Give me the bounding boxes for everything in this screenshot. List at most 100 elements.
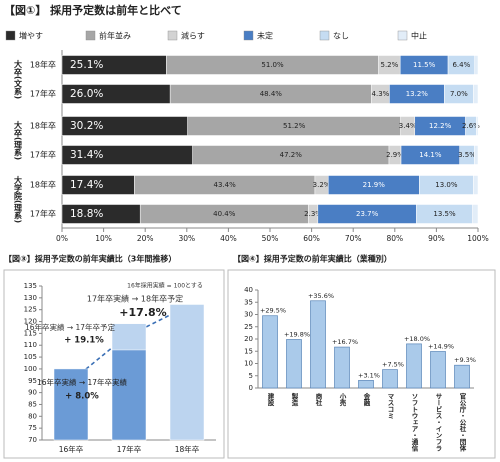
value-label: 2.9% — [386, 151, 404, 159]
bar — [358, 380, 374, 389]
y-tick-label: 0 — [249, 384, 253, 392]
panel-frame — [3, 269, 225, 459]
legend-label: なし — [333, 32, 349, 41]
y-tick-label: 125 — [24, 306, 37, 314]
legend-label: 中止 — [411, 31, 427, 41]
x-tick-label: 17年卒 — [117, 444, 142, 454]
group-label: 大卒(理系) — [14, 120, 23, 160]
value-label: 40.4% — [213, 210, 236, 218]
value-label: +3.1% — [358, 371, 380, 379]
bar-segment — [474, 145, 479, 165]
y-tick-label: 135 — [24, 282, 37, 290]
value-label: 6.4% — [452, 61, 470, 69]
value-label: +7.5% — [382, 361, 404, 369]
value-label: 23.7% — [356, 210, 379, 218]
x-tick-label: 0% — [56, 234, 68, 243]
bar — [286, 339, 302, 389]
value-label: 14.1% — [419, 151, 442, 159]
value-label: 4.3% — [372, 90, 390, 98]
y-tick-label: 85 — [28, 400, 37, 408]
group-label: 大学院(理系) — [14, 175, 23, 223]
annotation: 16年卒実績 → 17年卒実績 — [37, 377, 128, 387]
value-label: +18.0% — [404, 335, 430, 343]
value-label: 2.3% — [304, 210, 322, 218]
y-tick-label: 115 — [24, 329, 37, 337]
value-label: 2.6% — [462, 122, 480, 130]
x-tick-label: 70% — [345, 234, 362, 243]
y-tick-label: 40 — [244, 286, 253, 294]
x-tick-label: マスコミ — [386, 393, 394, 419]
y-tick-label: 15 — [244, 347, 253, 355]
y-tick-label: 95 — [28, 377, 37, 385]
value-label: 31.4% — [70, 149, 103, 161]
category-label: 18年卒 — [30, 180, 56, 190]
category-label: 17年卒 — [30, 150, 56, 160]
value-label: +35.6% — [308, 292, 334, 300]
value-label: 43.4% — [214, 181, 237, 189]
legend-swatch — [167, 30, 178, 41]
annotation: 17年卒実績 → 18年卒予定 — [87, 294, 183, 304]
legend-label: 未定 — [257, 31, 273, 41]
value-label: 7.0% — [450, 90, 468, 98]
x-tick-label: 80% — [386, 234, 403, 243]
annotation: + 19.1% — [64, 336, 104, 346]
y-tick-label: 25 — [244, 323, 253, 331]
value-label: +19.8% — [284, 330, 310, 338]
y-tick-label: 75 — [28, 424, 37, 432]
y-tick-label: 30 — [244, 311, 253, 319]
y-tick-label: 35 — [244, 298, 253, 306]
value-label: 17.4% — [70, 179, 103, 191]
y-tick-label: 5 — [249, 372, 253, 380]
value-label: 3.2% — [313, 181, 331, 189]
legend-swatch — [319, 30, 330, 41]
annotation: +17.8% — [119, 306, 166, 319]
value-label: 13.2% — [406, 90, 429, 98]
bar-segment — [472, 204, 479, 224]
x-tick-label: 金融 — [362, 392, 371, 408]
x-tick-label: 20% — [137, 234, 154, 243]
value-label: +29.5% — [260, 307, 286, 315]
bar — [454, 364, 470, 389]
value-label: 25.1% — [70, 59, 103, 71]
bar — [310, 300, 326, 389]
y-tick-label: 90 — [28, 389, 37, 397]
value-label: 48.4% — [260, 90, 283, 98]
x-tick-label: ソフトウェア・通信 — [410, 393, 418, 453]
annotation: 16年採用実績 = 100とする — [127, 282, 203, 290]
bar-segment — [473, 175, 479, 195]
y-tick-label: 110 — [24, 341, 37, 349]
panel-frame — [227, 269, 496, 459]
value-label: 51.0% — [261, 61, 284, 69]
x-tick-label: サービス・インフラ — [434, 393, 442, 452]
y-tick-label: 80 — [28, 412, 37, 420]
category-label: 18年卒 — [30, 121, 56, 131]
value-label: 13.0% — [435, 181, 458, 189]
value-label: +9.3% — [454, 356, 476, 364]
x-tick-label: 製造 — [290, 392, 299, 408]
x-tick-label: 18年卒 — [175, 444, 200, 454]
legend-swatch — [5, 30, 16, 41]
x-tick-label: 商社 — [314, 392, 322, 408]
legend-label: 前年並み — [99, 31, 131, 41]
bar-segment — [473, 84, 479, 104]
x-tick-label: 10% — [95, 234, 112, 243]
x-tick-label: 100% — [467, 234, 488, 243]
value-label: 11.5% — [413, 61, 436, 69]
bar — [262, 315, 278, 389]
value-label: 30.2% — [70, 120, 103, 132]
value-label: 18.8% — [70, 208, 103, 220]
legend-swatch — [397, 30, 408, 41]
value-label: 5.2% — [380, 61, 398, 69]
value-label: 26.0% — [70, 88, 103, 100]
y-tick-label: 70 — [28, 436, 37, 444]
y-tick-label: 130 — [24, 294, 37, 302]
value-label: +16.7% — [332, 338, 358, 346]
x-tick-label: 60% — [303, 234, 320, 243]
bar — [334, 346, 350, 389]
legend-label: 減らす — [181, 31, 205, 41]
x-tick-label: 40% — [220, 234, 237, 243]
bar — [169, 304, 205, 441]
category-label: 17年卒 — [30, 89, 56, 99]
legend-label: 増やす — [19, 31, 43, 41]
